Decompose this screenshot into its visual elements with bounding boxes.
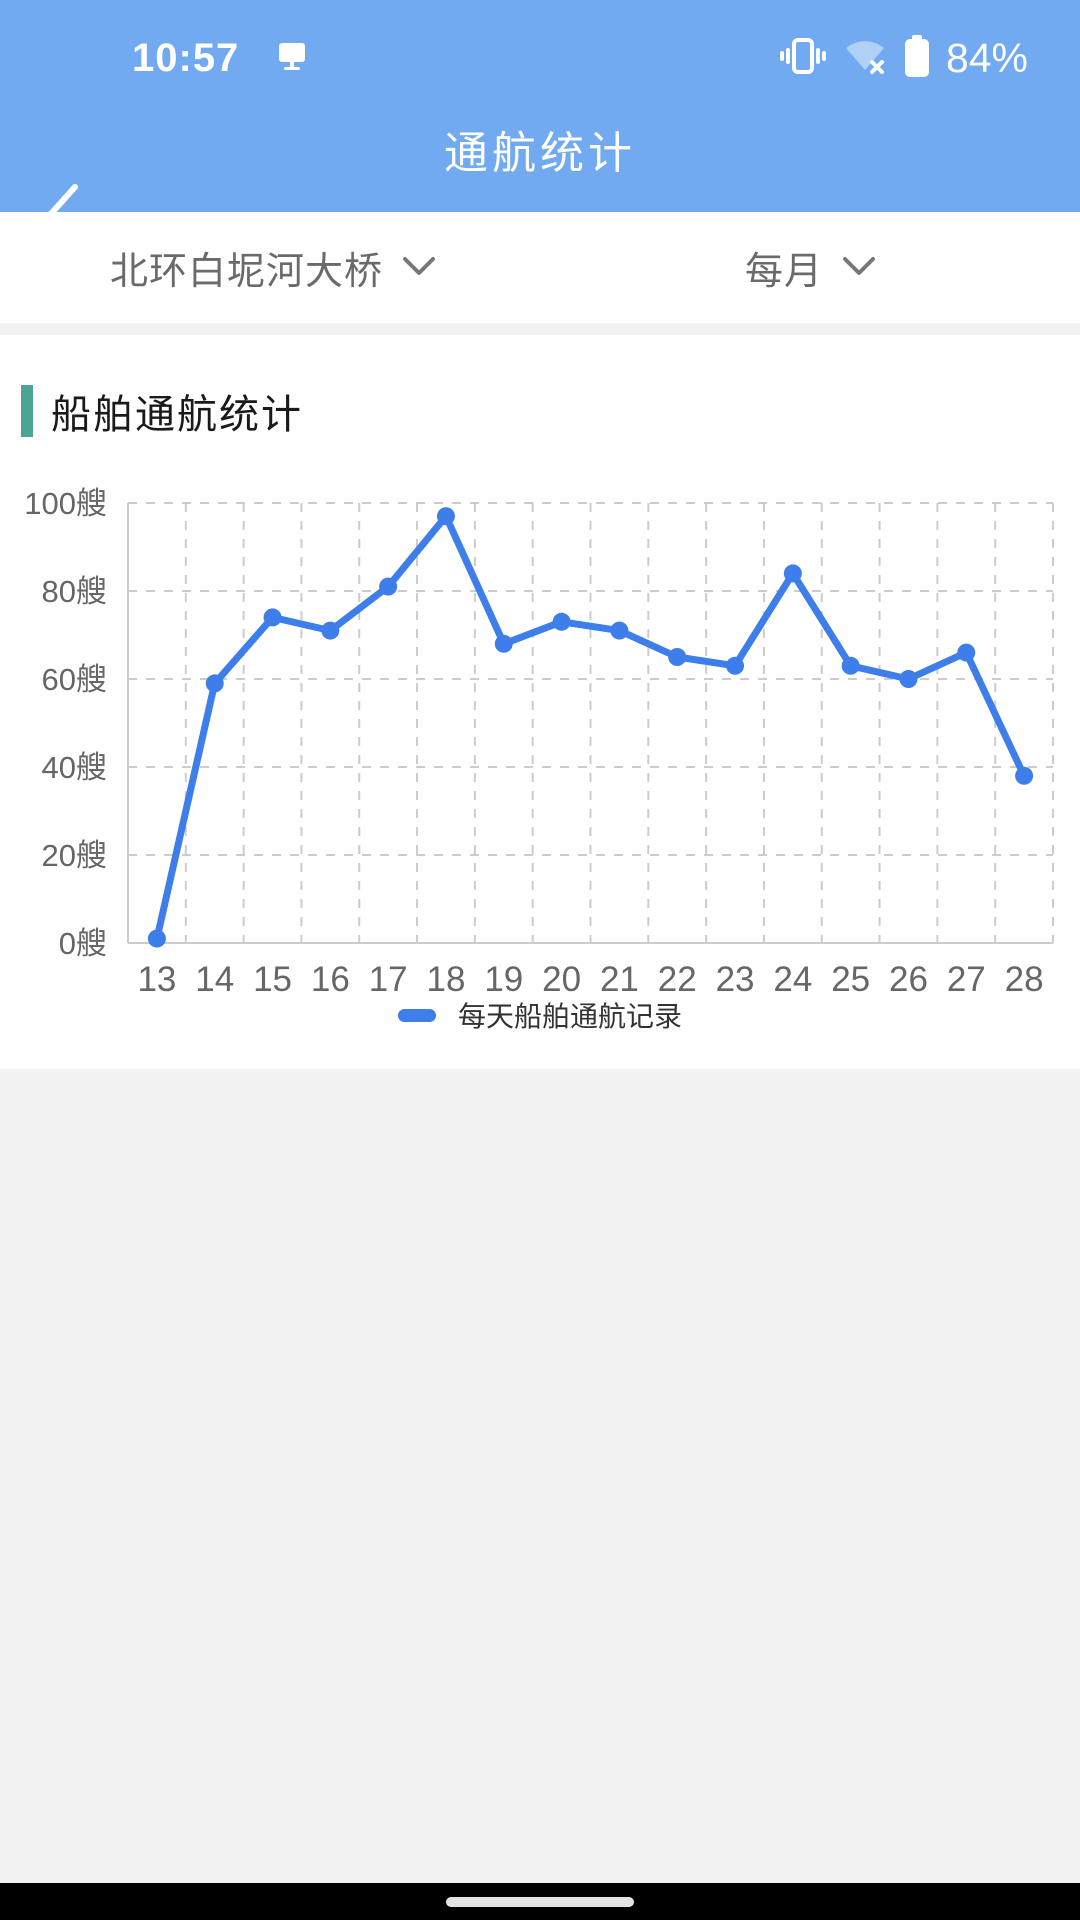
accent-bar — [21, 385, 33, 437]
section-title: 船舶通航统计 — [51, 393, 303, 437]
chevron-down-icon — [401, 255, 437, 280]
data-point — [205, 674, 224, 693]
filter-bar: 北环白坭河大桥 每月 — [0, 212, 1080, 323]
app-header: 10:57 — [0, 0, 1080, 248]
wifi-off-icon — [842, 36, 888, 81]
status-right: 84% — [779, 34, 1028, 82]
series-line — [153, 512, 1028, 943]
data-point — [436, 507, 455, 526]
page-background — [0, 1069, 1080, 1883]
data-point — [1015, 766, 1034, 785]
stats-card: 船舶通航统计 0艘 20艘 40艘 60艘 80艘 100艘 13 14 15 16 17 18 19 2… — [0, 335, 1080, 1069]
data-point — [610, 621, 629, 640]
data-point — [147, 929, 166, 948]
section-header: 船舶通航统计 — [21, 382, 303, 440]
x-tick-label: 27 — [947, 960, 986, 999]
data-point — [726, 656, 745, 675]
bridge-dropdown[interactable]: 北环白坭河大桥 — [110, 212, 437, 323]
data-point — [668, 648, 687, 666]
period-dropdown[interactable]: 每月 — [745, 212, 877, 323]
clock: 10:57 — [132, 35, 240, 80]
x-tick-label: 19 — [484, 960, 523, 999]
y-tick-label: 80艘 — [42, 574, 107, 609]
x-tick-label: 21 — [600, 960, 639, 999]
x-tick-label: 28 — [1005, 960, 1044, 999]
x-tick-label: 13 — [137, 960, 176, 999]
x-tick-label: 25 — [831, 960, 870, 999]
legend-swatch — [397, 1008, 436, 1022]
y-tick-label: 20艘 — [42, 838, 107, 873]
home-indicator[interactable] — [446, 1896, 634, 1907]
data-point — [783, 564, 802, 583]
chart-legend: 每天船舶通航记录 — [0, 995, 1080, 1035]
bridge-dropdown-label: 北环白坭河大桥 — [110, 251, 384, 293]
line-chart: 0艘 20艘 40艘 60艘 80艘 100艘 13 14 15 16 17 18 19 20 21 22 23… — [24, 486, 1054, 999]
divider-strip — [0, 323, 1080, 335]
status-bar: 10:57 — [0, 30, 1080, 86]
data-point — [494, 634, 513, 653]
y-tick-label: 60艘 — [42, 662, 107, 697]
data-point — [321, 621, 340, 640]
vibrate-icon — [779, 36, 826, 81]
legend-label: 每天船舶通航记录 — [457, 1001, 682, 1032]
data-point — [899, 670, 918, 688]
x-tick-label: 14 — [195, 960, 234, 999]
page-title: 通航统计 — [444, 129, 636, 178]
battery-icon — [904, 34, 930, 82]
battery-percent: 84% — [945, 34, 1028, 81]
x-tick-label: 20 — [542, 960, 581, 999]
period-dropdown-label: 每月 — [745, 251, 824, 293]
x-tick-label: 16 — [311, 960, 350, 999]
data-point — [379, 577, 398, 596]
status-left: 10:57 — [132, 36, 309, 81]
title-bar: 通航统计 — [0, 86, 1080, 248]
data-point — [841, 656, 860, 675]
x-tick-label: 18 — [427, 960, 466, 999]
screen-cast-icon — [275, 39, 309, 78]
x-tick-label: 22 — [658, 960, 697, 999]
x-tick-label: 17 — [369, 960, 408, 999]
x-tick-label: 15 — [253, 960, 292, 999]
x-tick-label: 23 — [716, 960, 755, 999]
y-tick-label: 0艘 — [59, 926, 107, 961]
data-point — [957, 643, 976, 662]
chevron-down-icon — [841, 255, 877, 280]
data-point — [263, 608, 282, 627]
y-tick-label: 40艘 — [42, 750, 107, 785]
x-tick-label: 26 — [889, 960, 928, 999]
x-tick-label: 24 — [773, 960, 812, 999]
system-nav-bar — [0, 1883, 1080, 1920]
data-point — [552, 612, 571, 631]
y-tick-label: 100艘 — [24, 486, 107, 521]
